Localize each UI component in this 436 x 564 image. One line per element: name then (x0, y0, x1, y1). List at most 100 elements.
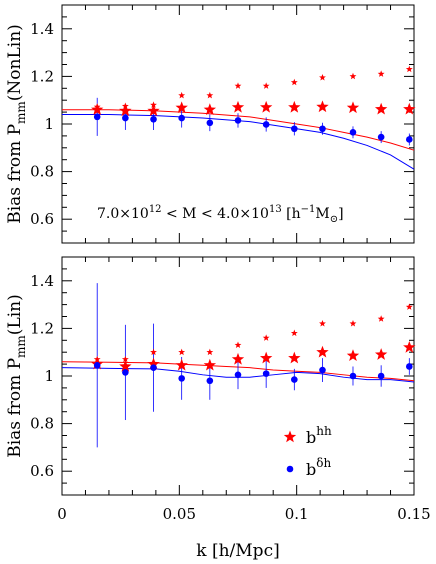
bottom-bdh-point (349, 372, 357, 380)
top-bhh_small-point (262, 82, 270, 89)
bottom-bdh-point (178, 375, 185, 382)
top-bdh-point (234, 117, 242, 124)
bottom-bhh-point (346, 349, 360, 362)
top-ytick-label: 1.4 (30, 20, 54, 38)
bottom-bdh-point (262, 370, 270, 377)
bottom-bdh-point (319, 366, 326, 374)
bottom-bhh_small-point (319, 320, 326, 327)
annot-c: [h (282, 206, 301, 222)
legend: bhh bδh (283, 424, 332, 479)
bottom-bhh_small-point (93, 355, 101, 363)
bottom-xtick-label: 0.15 (397, 505, 430, 523)
bottom-bhh_small-point (150, 348, 157, 356)
bottom-bdh-point (150, 364, 157, 371)
bottom-blue-curve (61, 367, 415, 383)
top-bdh-point (377, 133, 385, 141)
bottom-ytick-label: 1.4 (30, 272, 54, 290)
top-bhh_small-point (206, 91, 214, 99)
top-bdh-point (122, 114, 129, 122)
mass-range-annotation: 7.0×1012 < M < 4.0×1013 [h−1M⊙] (97, 204, 344, 225)
top-bhh-point (316, 100, 329, 113)
bottom-xtick-label: 0 (57, 505, 67, 523)
bottom-bdh-point (93, 361, 101, 369)
bottom-ytick-label: 0.8 (30, 415, 54, 433)
top-ylabel-suffix: (NonLin) (5, 24, 25, 101)
bottom-bhh_small-point (178, 348, 186, 356)
bottom-bdh-point (291, 376, 298, 383)
bottom-panel: 0.6 0.8 1 1.2 1.4 0 0.05 0.1 0.15 (30, 257, 431, 523)
top-bdh-point (206, 119, 214, 127)
bottom-bhh_small-point (206, 348, 214, 356)
top-bdh-point (349, 129, 357, 136)
bottom-bhh_small-point (349, 320, 357, 327)
top-bhh-point (147, 104, 160, 117)
annot-sun: ⊙ (330, 214, 338, 225)
annot-d: M (315, 206, 329, 222)
bottom-bhh-point (403, 340, 416, 353)
top-bhh-point (288, 100, 301, 113)
top-bdh-point (319, 125, 326, 133)
annot-exp1: 12 (149, 204, 162, 215)
bottom-ylabel: Bias from Pmm(Lin) (5, 294, 28, 458)
bottom-ylabel-subscript: mm (14, 335, 28, 358)
top-bhh_small-point (93, 103, 101, 110)
legend-dot-marker (286, 465, 294, 473)
top-bdh-point (406, 136, 413, 143)
top-ytick-label: 1.2 (30, 67, 54, 85)
top-ytick-label: 0.6 (30, 210, 54, 228)
top-bhh-point (231, 100, 245, 113)
top-bhh_small-point (290, 78, 298, 86)
legend-star-marker (283, 430, 297, 443)
legend-label-bdh: bδh (306, 456, 331, 479)
bottom-bhh_small-point (377, 315, 385, 322)
bottom-ytick-label: 0.6 (30, 462, 54, 480)
top-bhh-point (259, 100, 273, 113)
bottom-ylabel-prefix: Bias from P (5, 358, 25, 458)
top-ylabel-subscript: mm (14, 101, 28, 124)
top-bdh-point (93, 113, 101, 121)
top-bhh_small-point (234, 82, 242, 89)
bottom-bhh_small-point (121, 355, 129, 363)
bottom-xtick-label: 0.05 (163, 505, 196, 523)
bottom-bhh_small-point (405, 303, 413, 310)
bottom-bhh_small-point (262, 334, 270, 341)
bottom-bdh-point (206, 377, 214, 385)
x-axis-label: k [h/Mpc] (196, 541, 279, 561)
annot-a: 7.0×10 (97, 206, 149, 222)
bottom-bdh-point (377, 372, 385, 380)
bottom-bhh-point (374, 348, 388, 360)
bottom-bdh-point (406, 363, 413, 370)
bottom-bhh-point (175, 358, 188, 371)
bottom-ylabel-suffix: (Lin) (5, 294, 25, 335)
bottom-bhh-point (147, 357, 160, 370)
top-bhh_small-point (178, 91, 186, 99)
top-bdh-point (178, 114, 185, 122)
top-bdh-point (291, 125, 298, 133)
top-panel: 0.6 0.8 1 1.2 1.4 (30, 5, 416, 243)
bottom-bdh-point (234, 371, 242, 379)
top-bhh_small-point (349, 72, 357, 80)
bottom-bhh-point (316, 345, 329, 358)
bottom-bdh-point (122, 369, 129, 376)
bottom-xtick-label: 0.1 (285, 505, 309, 523)
top-bhh-point (403, 102, 416, 115)
annot-e: ] (338, 206, 343, 222)
bottom-ytick-label: 1 (44, 367, 54, 385)
top-bhh_small-point (150, 101, 157, 108)
annot-exp3: −1 (301, 204, 316, 215)
bottom-ytick-label: 1.2 (30, 319, 54, 337)
bottom-bhh-point (259, 351, 273, 364)
bottom-bhh-point (203, 358, 217, 371)
top-bhh_small-point (121, 102, 129, 110)
top-bdh-point (262, 121, 270, 128)
top-bhh-point (374, 102, 388, 115)
top-bdh-point (150, 115, 157, 123)
bottom-bhh-point (119, 359, 132, 372)
bottom-bhh_small-point (290, 329, 298, 337)
top-ylabel-prefix: Bias from P (5, 124, 25, 224)
top-bhh-point (346, 101, 360, 114)
top-ylabel: Bias from Pmm(NonLin) (5, 24, 28, 224)
bottom-bhh-point (288, 351, 301, 364)
legend-marker-bdh (286, 465, 294, 473)
